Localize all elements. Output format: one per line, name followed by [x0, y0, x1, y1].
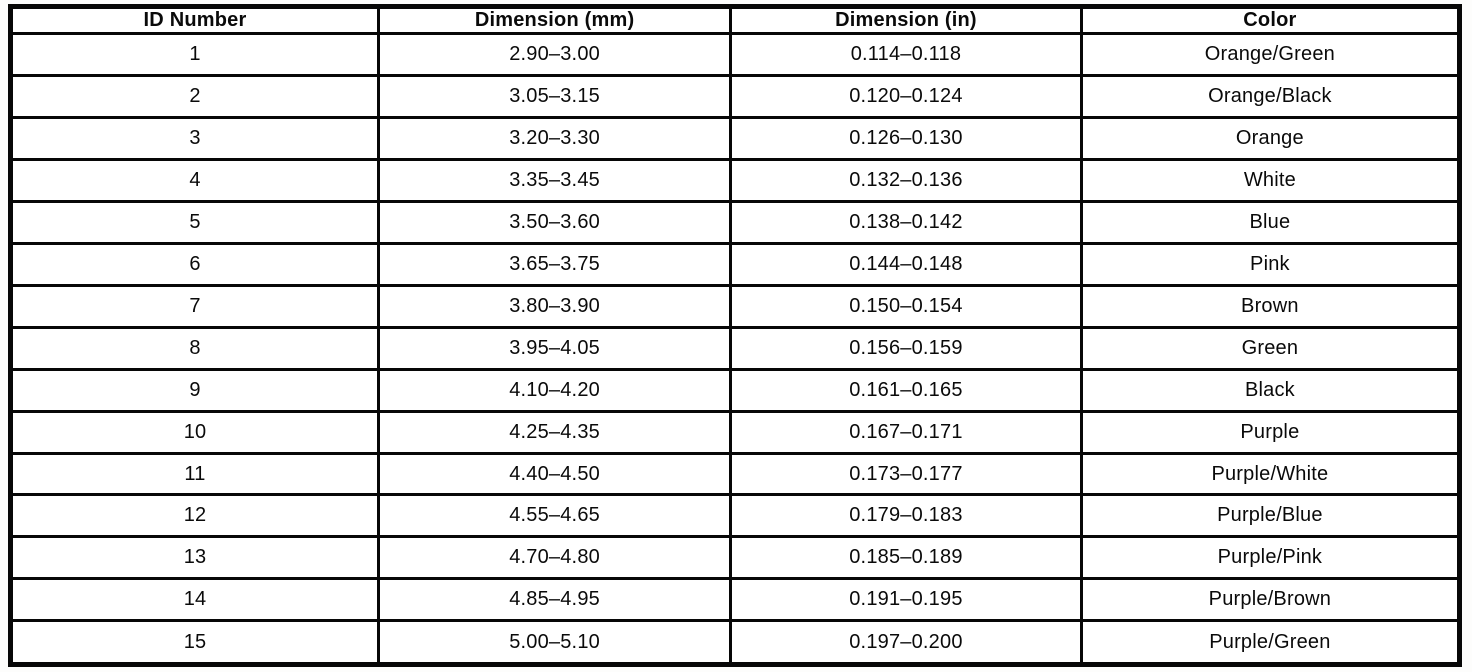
color-cell: Purple [1079, 409, 1462, 455]
header-id-number: ID Number [8, 5, 381, 35]
table-row: 15 5.00–5.10 0.197–0.200 Purple/Green [8, 619, 1462, 666]
header-dimension-in: Dimension (in) [729, 5, 1083, 35]
id-number-cell: 11 [8, 451, 381, 497]
header-dimension-mm: Dimension (mm) [377, 5, 733, 35]
dimension-in-cell: 0.161–0.165 [729, 367, 1083, 413]
table-row: 4 3.35–3.45 0.132–0.136 White [8, 157, 1462, 203]
dimension-in-cell: 0.144–0.148 [729, 241, 1083, 287]
id-number-cell: 10 [8, 409, 381, 455]
id-number-cell: 8 [8, 325, 381, 371]
dimension-in-cell: 0.173–0.177 [729, 451, 1083, 497]
table-row: 3 3.20–3.30 0.126–0.130 Orange [8, 115, 1462, 161]
shim-size-table-frame: ID Number Dimension (mm) Dimension (in) … [8, 4, 1462, 667]
color-cell: Black [1079, 367, 1462, 413]
table-body: 1 2.90–3.00 0.114–0.118 Orange/Green 2 3.05–3… [8, 32, 1462, 666]
dimension-in-cell: 0.156–0.159 [729, 325, 1083, 371]
color-cell: White [1079, 157, 1462, 203]
id-number-cell: 4 [8, 157, 381, 203]
id-number-cell: 15 [8, 619, 381, 666]
color-cell: Purple/White [1079, 451, 1462, 497]
shim-size-table: ID Number Dimension (mm) Dimension (in) … [8, 4, 1462, 667]
dimension-mm-cell: 5.00–5.10 [377, 619, 733, 666]
dimension-mm-cell: 4.25–4.35 [377, 409, 733, 455]
dimension-mm-cell: 3.95–4.05 [377, 325, 733, 371]
dimension-in-cell: 0.167–0.171 [729, 409, 1083, 455]
dimension-in-cell: 0.126–0.130 [729, 115, 1083, 161]
dimension-mm-cell: 4.55–4.65 [377, 493, 733, 539]
id-number-cell: 1 [8, 32, 381, 77]
id-number-cell: 12 [8, 493, 381, 539]
id-number-cell: 7 [8, 283, 381, 329]
table-row: 13 4.70–4.80 0.185–0.189 Purple/Pink [8, 535, 1462, 581]
dimension-mm-cell: 3.65–3.75 [377, 241, 733, 287]
dimension-mm-cell: 3.05–3.15 [377, 73, 733, 119]
dimension-in-cell: 0.191–0.195 [729, 577, 1083, 623]
dimension-mm-cell: 4.70–4.80 [377, 535, 733, 581]
dimension-in-cell: 0.185–0.189 [729, 535, 1083, 581]
dimension-mm-cell: 3.35–3.45 [377, 157, 733, 203]
dimension-mm-cell: 3.50–3.60 [377, 199, 733, 245]
table-row: 1 2.90–3.00 0.114–0.118 Orange/Green [8, 32, 1462, 77]
id-number-cell: 13 [8, 535, 381, 581]
color-cell: Purple/Green [1079, 619, 1462, 666]
color-cell: Purple/Blue [1079, 493, 1462, 539]
color-cell: Purple/Pink [1079, 535, 1462, 581]
dimension-mm-cell: 4.40–4.50 [377, 451, 733, 497]
dimension-in-cell: 0.138–0.142 [729, 199, 1083, 245]
table-row: 11 4.40–4.50 0.173–0.177 Purple/White [8, 451, 1462, 497]
header-row: ID Number Dimension (mm) Dimension (in) … [8, 5, 1462, 35]
color-cell: Green [1079, 325, 1462, 371]
dimension-in-cell: 0.120–0.124 [729, 73, 1083, 119]
table-row: 14 4.85–4.95 0.191–0.195 Purple/Brown [8, 577, 1462, 623]
color-cell: Orange [1079, 115, 1462, 161]
dimension-in-cell: 0.179–0.183 [729, 493, 1083, 539]
color-cell: Blue [1079, 199, 1462, 245]
dimension-mm-cell: 4.10–4.20 [377, 367, 733, 413]
dimension-mm-cell: 3.80–3.90 [377, 283, 733, 329]
dimension-in-cell: 0.197–0.200 [729, 619, 1083, 666]
table-row: 9 4.10–4.20 0.161–0.165 Black [8, 367, 1462, 413]
table-row: 5 3.50–3.60 0.138–0.142 Blue [8, 199, 1462, 245]
dimension-in-cell: 0.132–0.136 [729, 157, 1083, 203]
dimension-mm-cell: 3.20–3.30 [377, 115, 733, 161]
color-cell: Brown [1079, 283, 1462, 329]
id-number-cell: 9 [8, 367, 381, 413]
id-number-cell: 5 [8, 199, 381, 245]
table-row: 12 4.55–4.65 0.179–0.183 Purple/Blue [8, 493, 1462, 539]
table-row: 6 3.65–3.75 0.144–0.148 Pink [8, 241, 1462, 287]
color-cell: Pink [1079, 241, 1462, 287]
table-row: 2 3.05–3.15 0.120–0.124 Orange/Black [8, 73, 1462, 119]
color-cell: Orange/Black [1079, 73, 1462, 119]
header-color: Color [1079, 5, 1462, 35]
id-number-cell: 3 [8, 115, 381, 161]
table-row: 7 3.80–3.90 0.150–0.154 Brown [8, 283, 1462, 329]
color-cell: Purple/Brown [1079, 577, 1462, 623]
dimension-in-cell: 0.150–0.154 [729, 283, 1083, 329]
id-number-cell: 2 [8, 73, 381, 119]
table-row: 10 4.25–4.35 0.167–0.171 Purple [8, 409, 1462, 455]
id-number-cell: 14 [8, 577, 381, 623]
id-number-cell: 6 [8, 241, 381, 287]
color-cell: Orange/Green [1079, 32, 1462, 77]
dimension-mm-cell: 2.90–3.00 [377, 32, 733, 77]
table-row: 8 3.95–4.05 0.156–0.159 Green [8, 325, 1462, 371]
dimension-mm-cell: 4.85–4.95 [377, 577, 733, 623]
dimension-in-cell: 0.114–0.118 [729, 32, 1083, 77]
